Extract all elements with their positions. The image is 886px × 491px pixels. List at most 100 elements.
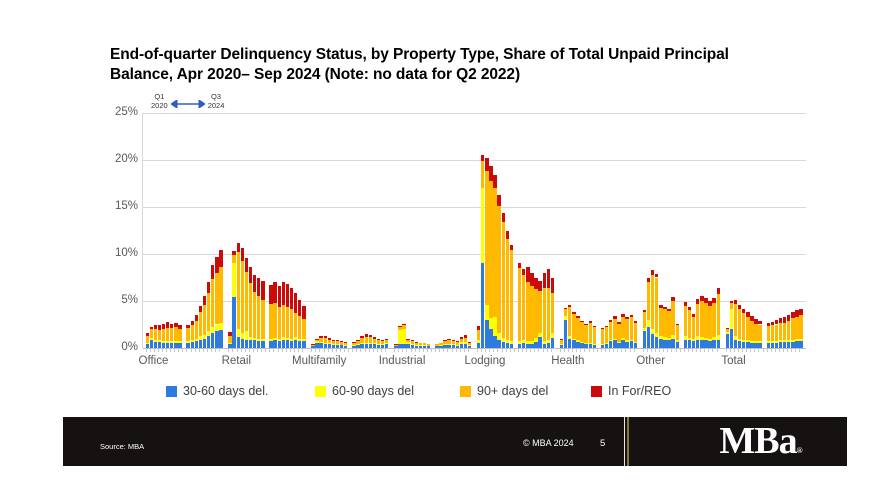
x-axis-minor-tick <box>414 349 416 352</box>
bar-segment <box>477 326 481 331</box>
x-axis-minor-tick <box>572 349 574 352</box>
x-axis-minor-tick <box>708 349 710 352</box>
bar-segment <box>481 160 485 189</box>
bar-segment <box>315 343 319 348</box>
x-axis-minor-tick <box>509 349 511 352</box>
x-axis-minor-tick <box>302 349 304 352</box>
bar-segment <box>418 345 423 347</box>
bar-segment <box>791 317 795 340</box>
bar-segment <box>485 171 489 305</box>
x-axis-minor-tick <box>348 349 350 352</box>
x-axis-minor-tick <box>385 349 387 352</box>
bar-segment <box>394 346 398 348</box>
x-axis-minor-tick <box>783 349 784 352</box>
bar-segment <box>754 323 758 342</box>
bar-segment <box>580 320 584 322</box>
bar-segment <box>742 313 746 340</box>
bar-segment <box>360 343 364 345</box>
bar-segment <box>198 339 203 348</box>
bar-segment <box>289 338 294 342</box>
bar-segment <box>625 340 629 343</box>
chart-title: End-of-quarter Delinquency Status, by Pr… <box>110 46 729 83</box>
bar-segment <box>550 332 555 338</box>
bar-segment <box>663 339 667 348</box>
bar-segment <box>335 344 340 346</box>
bar-segment <box>758 324 762 342</box>
bar-segment <box>439 343 443 346</box>
x-axis-minor-tick <box>762 349 764 352</box>
bar-segment <box>675 340 679 343</box>
bar-segment <box>261 338 265 342</box>
bar-segment <box>228 335 232 344</box>
x-axis-minor-tick <box>687 349 689 352</box>
bar-segment <box>538 332 542 337</box>
bar-segment <box>402 323 406 326</box>
x-axis-minor-tick <box>311 349 313 352</box>
bar-segment <box>236 252 240 330</box>
x-axis-minor-tick <box>410 349 412 352</box>
gridline <box>143 301 806 302</box>
x-axis-minor-tick <box>443 349 445 352</box>
x-axis-minor-tick <box>596 349 598 352</box>
bar-segment <box>356 345 360 348</box>
bar-segment <box>729 301 734 303</box>
bar-segment <box>145 344 149 348</box>
bar-segment <box>716 294 720 335</box>
bar-segment <box>795 341 799 348</box>
bar-segment <box>257 341 261 348</box>
bar-segment <box>497 194 501 207</box>
bar-segment <box>522 274 526 340</box>
bar-segment <box>625 342 629 348</box>
bar-segment <box>149 340 153 348</box>
bar-segment <box>708 341 712 348</box>
bar-segment <box>364 336 368 344</box>
bar-segment <box>311 346 315 348</box>
x-axis-minor-tick <box>398 349 400 352</box>
bar-segment <box>153 342 158 348</box>
bar-segment <box>729 329 734 348</box>
bar-segment <box>356 341 360 345</box>
footer-divider-gold <box>627 417 629 466</box>
bar-segment <box>485 304 489 320</box>
bar-segment <box>360 344 364 348</box>
bar-segment <box>145 335 149 344</box>
bar-segment <box>459 342 464 345</box>
bar-segment <box>178 329 182 342</box>
legend-swatch-yellow <box>315 385 326 397</box>
x-axis-minor-tick <box>700 349 702 352</box>
x-axis-minor-tick <box>236 349 238 352</box>
bar-segment <box>170 343 174 348</box>
bar-segment <box>588 343 592 345</box>
x-axis-minor-tick <box>178 349 180 352</box>
bar-segment <box>538 281 542 291</box>
bar-segment <box>248 267 253 284</box>
copyright-text: © MBA 2024 <box>523 438 574 448</box>
x-axis-minor-tick <box>170 349 172 352</box>
bar-segment <box>311 345 315 347</box>
bar-segment <box>659 307 663 336</box>
bar-segment <box>298 300 302 317</box>
x-axis-minor-tick <box>580 349 582 352</box>
x-axis-minor-tick <box>293 349 295 352</box>
bar-segment <box>526 344 530 348</box>
bar-segment <box>198 312 203 336</box>
bar-segment <box>778 340 783 343</box>
bar-segment <box>766 341 770 344</box>
bar-segment <box>625 316 629 319</box>
bar-segment <box>683 301 688 306</box>
x-axis-category-label: Industrial <box>378 355 426 367</box>
bar-segment <box>228 343 232 345</box>
bar-segment <box>459 344 464 348</box>
x-axis-minor-tick <box>380 349 382 352</box>
bar-segment <box>550 278 555 293</box>
x-axis-minor-tick <box>257 349 259 352</box>
x-axis-minor-tick <box>766 349 768 352</box>
x-axis-minor-tick <box>742 349 744 352</box>
x-axis-minor-tick <box>289 349 291 352</box>
bar-segment <box>546 269 551 288</box>
bar-segment <box>716 334 720 340</box>
bar-segment <box>206 293 211 332</box>
x-axis-minor-tick <box>663 349 665 352</box>
bar-segment <box>497 340 501 348</box>
